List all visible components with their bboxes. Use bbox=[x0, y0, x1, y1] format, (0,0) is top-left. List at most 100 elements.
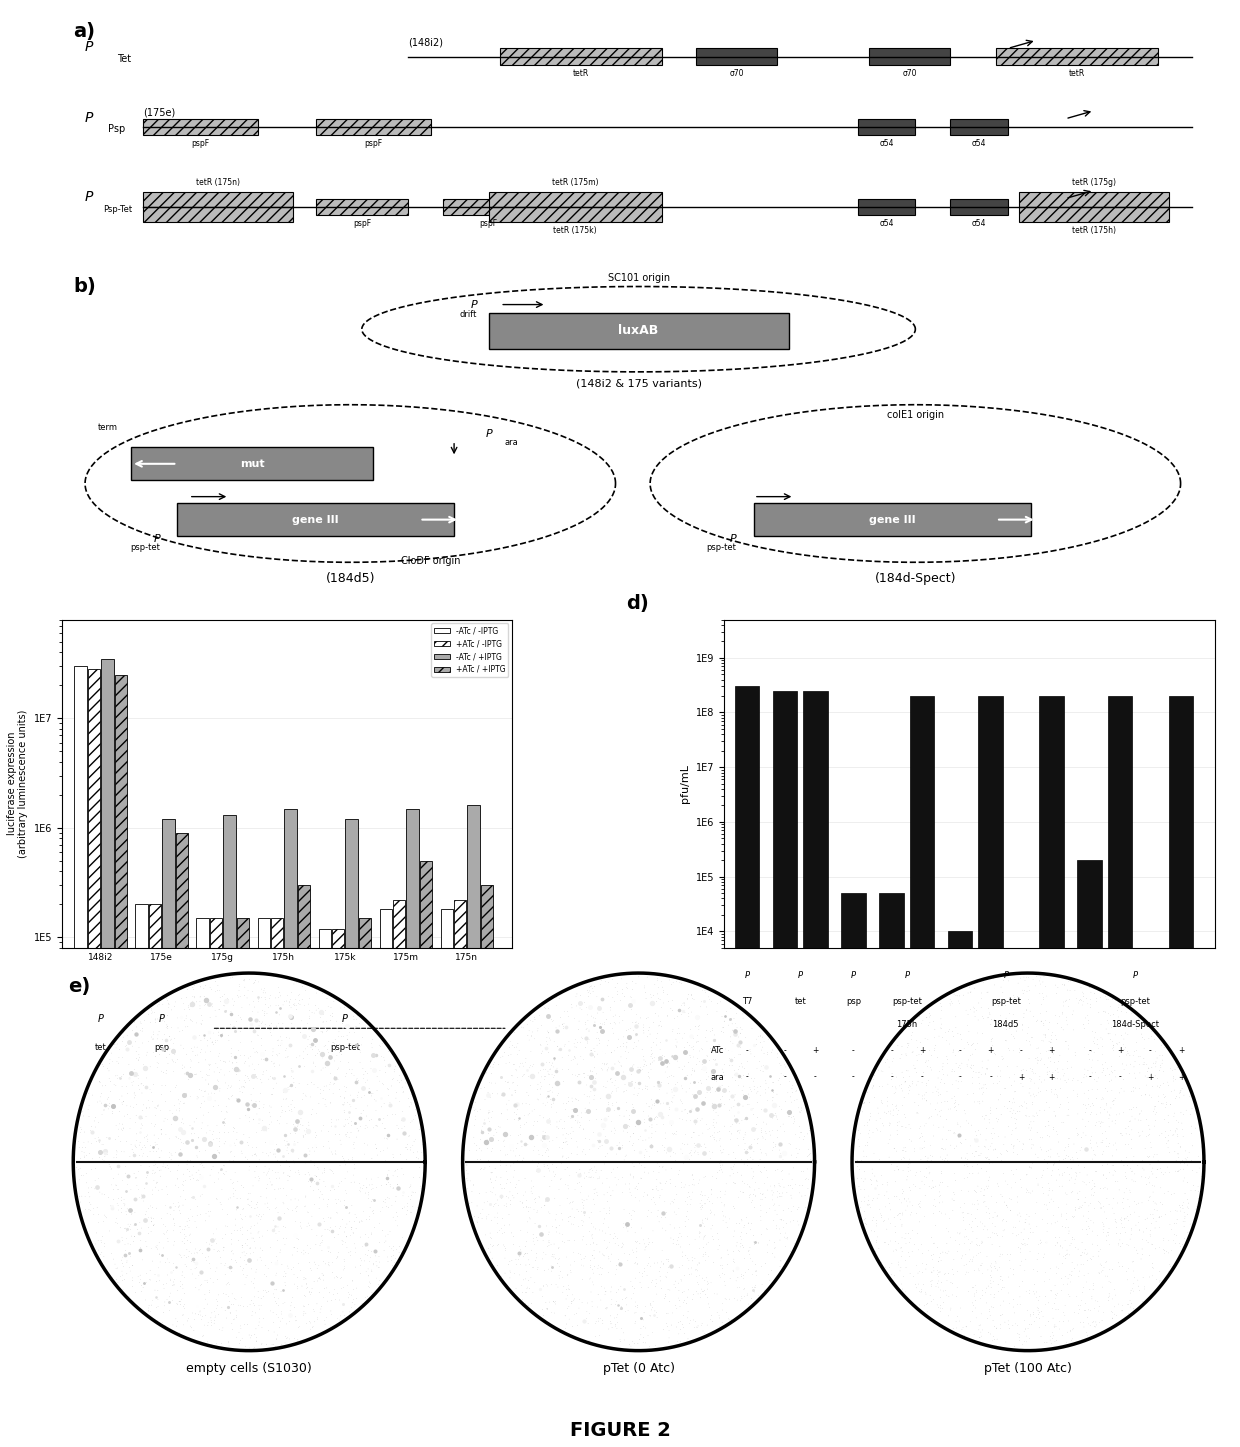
Point bbox=[1042, 1081, 1061, 1104]
Point bbox=[1023, 1006, 1043, 1029]
Text: psp: psp bbox=[846, 997, 861, 1006]
Point bbox=[720, 1268, 740, 1291]
Point bbox=[277, 1046, 296, 1069]
Point bbox=[154, 1278, 174, 1301]
Point bbox=[315, 1035, 335, 1058]
Point bbox=[598, 1181, 618, 1204]
Point bbox=[153, 1029, 172, 1052]
Point bbox=[335, 1257, 355, 1281]
Point bbox=[112, 1189, 131, 1213]
Point bbox=[201, 1040, 221, 1064]
Point bbox=[343, 1006, 363, 1029]
Point bbox=[310, 1266, 330, 1289]
Point bbox=[580, 1068, 600, 1091]
Point bbox=[360, 1205, 379, 1229]
Point bbox=[533, 1285, 553, 1308]
Point bbox=[353, 1236, 373, 1259]
Point bbox=[1013, 1333, 1033, 1356]
Point bbox=[1030, 1100, 1050, 1123]
Bar bbox=[149, 904, 161, 1447]
Point bbox=[988, 1224, 1008, 1247]
Point bbox=[697, 1019, 717, 1042]
Point bbox=[558, 1263, 578, 1286]
Point bbox=[697, 1003, 717, 1026]
Point bbox=[164, 1198, 184, 1221]
Point bbox=[985, 1215, 1004, 1239]
Point bbox=[562, 1289, 582, 1312]
Point bbox=[676, 1123, 696, 1146]
Point bbox=[895, 1106, 915, 1129]
Point bbox=[78, 1098, 98, 1121]
Point bbox=[583, 1227, 603, 1250]
Point bbox=[1153, 1045, 1173, 1068]
Point bbox=[903, 1240, 923, 1263]
Point bbox=[743, 1166, 763, 1189]
Point bbox=[732, 1265, 751, 1288]
Point bbox=[310, 1268, 330, 1291]
Point bbox=[175, 1297, 195, 1320]
Point bbox=[502, 1065, 522, 1088]
Point bbox=[231, 1218, 250, 1242]
Point bbox=[1029, 1315, 1049, 1338]
Point bbox=[773, 1160, 792, 1184]
Point bbox=[412, 1176, 432, 1200]
Point bbox=[852, 1168, 872, 1191]
Point bbox=[234, 975, 254, 998]
Point bbox=[208, 1162, 228, 1185]
Point bbox=[213, 1162, 233, 1185]
Point bbox=[1004, 1215, 1024, 1239]
Point bbox=[148, 994, 167, 1017]
Point bbox=[544, 1301, 564, 1324]
Point bbox=[1017, 1163, 1037, 1187]
Point bbox=[1079, 1079, 1099, 1103]
Point bbox=[951, 1116, 971, 1139]
Point bbox=[223, 1308, 243, 1331]
Point bbox=[1079, 1194, 1099, 1217]
Point bbox=[864, 1064, 884, 1087]
Point bbox=[589, 994, 609, 1017]
Point bbox=[1178, 1221, 1198, 1244]
Point bbox=[678, 1192, 698, 1215]
Point bbox=[539, 1220, 559, 1243]
Point bbox=[673, 1281, 693, 1304]
Point bbox=[971, 1302, 991, 1325]
Point bbox=[527, 1257, 547, 1281]
Point bbox=[232, 1007, 252, 1030]
Point bbox=[667, 969, 687, 993]
Point bbox=[916, 1111, 936, 1134]
Point bbox=[264, 1311, 284, 1334]
Point bbox=[201, 1227, 221, 1250]
Point bbox=[625, 1301, 645, 1324]
Point bbox=[640, 1255, 660, 1278]
Point bbox=[268, 1045, 288, 1068]
Point bbox=[148, 1056, 167, 1079]
Point bbox=[670, 1289, 689, 1312]
Point bbox=[277, 1088, 296, 1111]
Point bbox=[1143, 1233, 1163, 1256]
Point bbox=[117, 1033, 136, 1056]
Text: psp-tet: psp-tet bbox=[1120, 997, 1151, 1006]
Point bbox=[136, 1208, 156, 1231]
Point bbox=[779, 1162, 799, 1185]
Point bbox=[650, 1187, 670, 1210]
Point bbox=[740, 1236, 760, 1259]
Point bbox=[280, 988, 300, 1011]
Point bbox=[538, 997, 558, 1020]
Point bbox=[554, 1132, 574, 1155]
Point bbox=[184, 975, 203, 998]
Text: empty cells (S1030): empty cells (S1030) bbox=[186, 1362, 312, 1375]
Point bbox=[929, 1250, 949, 1273]
Point bbox=[325, 1072, 345, 1095]
Point bbox=[790, 1181, 810, 1204]
Point bbox=[294, 1239, 314, 1262]
Point bbox=[1074, 1276, 1094, 1299]
Point bbox=[895, 1071, 915, 1094]
Point bbox=[1166, 1231, 1185, 1255]
Point bbox=[565, 1150, 585, 1174]
Point bbox=[386, 1185, 405, 1208]
Point bbox=[879, 1207, 899, 1230]
Point bbox=[616, 1100, 636, 1123]
Point bbox=[650, 1184, 670, 1207]
Point bbox=[1085, 1020, 1105, 1043]
Point bbox=[920, 1134, 940, 1158]
